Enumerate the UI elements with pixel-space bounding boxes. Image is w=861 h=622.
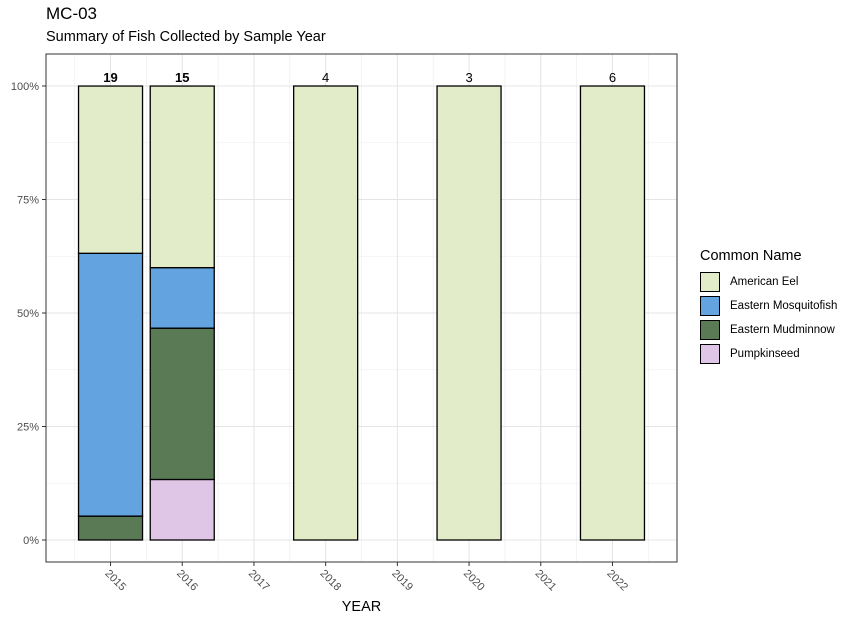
chart-title: MC-03 <box>46 4 98 23</box>
bar-segment <box>149 266 215 329</box>
x-tick-label: 2022 <box>604 568 630 594</box>
legend-item-american-eel: American Eel <box>700 270 837 294</box>
legend-item-eastern-mudminnow: Eastern Mudminnow <box>700 318 837 342</box>
plot-border <box>45 53 678 563</box>
bar-segment <box>579 85 646 541</box>
bar-total-label: 19 <box>103 70 117 85</box>
bar-segment <box>149 85 215 269</box>
x-tick-label: 2021 <box>533 568 559 594</box>
y-tick-label: 25% <box>17 422 39 434</box>
x-axis-title: YEAR <box>342 599 382 615</box>
legend-swatch <box>700 344 720 364</box>
y-tick-label: 50% <box>17 308 39 320</box>
legend-label: Eastern Mosquitofish <box>730 300 838 312</box>
bar-segment <box>77 515 144 541</box>
x-tick-label: 2016 <box>174 568 200 594</box>
chart-subtitle: Summary of Fish Collected by Sample Year <box>46 29 326 45</box>
bar-total-label: 15 <box>175 70 189 85</box>
y-tick-label: 100% <box>11 81 39 93</box>
x-tick-label: 2015 <box>102 568 128 594</box>
bar-segment <box>77 85 144 254</box>
x-tick-label: 2019 <box>389 568 415 594</box>
y-tick-label: 75% <box>17 195 39 207</box>
legend-label: American Eel <box>730 276 799 288</box>
legend-swatch <box>700 296 720 316</box>
legend-item-eastern-mosquitofish: Eastern Mosquitofish <box>700 294 837 318</box>
legend-title: Common Name <box>700 248 802 264</box>
bar-total-label: 4 <box>322 70 329 85</box>
legend-label: Pumpkinseed <box>730 348 800 360</box>
bar-segment <box>292 85 359 541</box>
legend-label: Eastern Mudminnow <box>730 324 835 336</box>
legend-swatch <box>700 272 720 292</box>
bar-segment <box>436 85 502 541</box>
x-tick-label: 2020 <box>461 568 487 594</box>
legend-item-pumpkinseed: Pumpkinseed <box>700 342 837 366</box>
y-tick-label: 0% <box>23 535 39 547</box>
bar-total-label: 6 <box>609 70 616 85</box>
legend: Common Name American Eel Eastern Mosquit… <box>700 248 837 366</box>
bar-segment <box>149 478 215 541</box>
x-tick-label: 2017 <box>246 568 272 594</box>
bar-total-label: 3 <box>465 70 472 85</box>
x-tick-label: 2018 <box>318 568 344 594</box>
legend-swatch <box>700 320 720 340</box>
bar-segment <box>149 327 215 481</box>
bar-segment <box>77 252 144 517</box>
